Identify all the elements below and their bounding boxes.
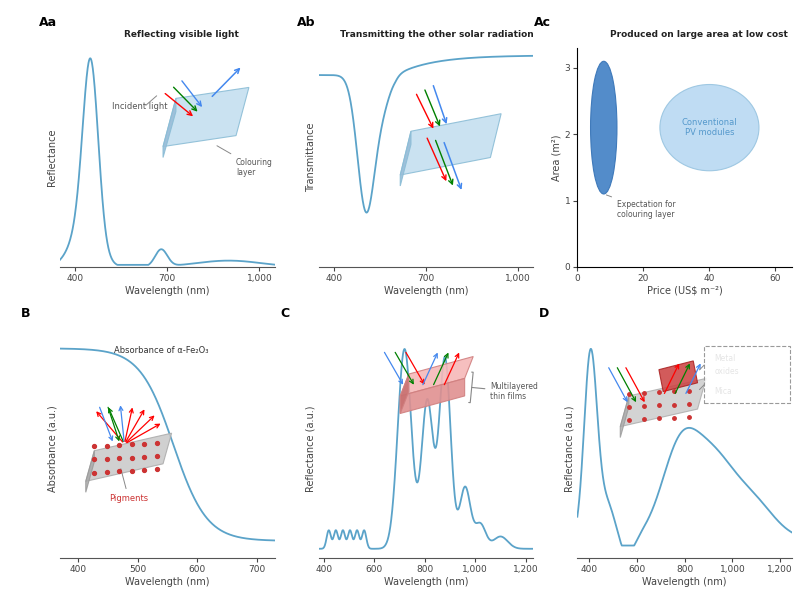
Text: Ac: Ac: [534, 16, 551, 29]
Polygon shape: [620, 379, 706, 427]
Text: Mica: Mica: [714, 387, 733, 396]
Text: oxides: oxides: [714, 367, 739, 376]
Polygon shape: [400, 131, 411, 186]
Polygon shape: [163, 98, 176, 157]
Polygon shape: [86, 433, 172, 481]
Text: C: C: [280, 307, 289, 320]
X-axis label: Price (US$ m⁻²): Price (US$ m⁻²): [646, 286, 722, 296]
Y-axis label: Reflectance: Reflectance: [47, 129, 58, 186]
Polygon shape: [620, 396, 629, 437]
Text: Incident light: Incident light: [111, 103, 167, 112]
X-axis label: Wavelength (nm): Wavelength (nm): [125, 286, 210, 296]
Polygon shape: [400, 379, 465, 413]
Y-axis label: Area (m²): Area (m²): [552, 134, 562, 181]
Text: Pigments: Pigments: [109, 469, 148, 503]
Y-axis label: Absorbance (a.u.): Absorbance (a.u.): [47, 405, 58, 492]
Text: D: D: [538, 307, 549, 320]
Text: Transmitting the other solar radiation: Transmitting the other solar radiation: [340, 30, 534, 39]
Text: Absorbance of α-Fe₂O₃: Absorbance of α-Fe₂O₃: [114, 346, 208, 355]
X-axis label: Wavelength (nm): Wavelength (nm): [125, 577, 210, 587]
Text: Colouring
layer: Colouring layer: [217, 146, 273, 177]
Polygon shape: [400, 113, 501, 175]
Polygon shape: [400, 374, 409, 413]
Polygon shape: [659, 361, 698, 392]
Polygon shape: [86, 451, 94, 492]
X-axis label: Wavelength (nm): Wavelength (nm): [384, 286, 468, 296]
Text: Metal: Metal: [714, 355, 736, 364]
X-axis label: Wavelength (nm): Wavelength (nm): [642, 577, 727, 587]
Text: Aa: Aa: [38, 16, 57, 29]
Text: Reflecting visible light: Reflecting visible light: [125, 30, 239, 39]
Y-axis label: Transmittance: Transmittance: [306, 123, 316, 192]
Text: Multilayered
thin films: Multilayered thin films: [469, 372, 538, 403]
Y-axis label: Reflectance (a.u.): Reflectance (a.u.): [306, 405, 316, 492]
Text: Conventional
PV modules: Conventional PV modules: [682, 118, 738, 137]
Polygon shape: [400, 356, 474, 396]
Ellipse shape: [660, 85, 759, 171]
Text: Ab: Ab: [298, 16, 316, 29]
Polygon shape: [163, 88, 249, 146]
Ellipse shape: [590, 61, 617, 194]
Text: B: B: [22, 307, 31, 320]
Y-axis label: Reflectance (a.u.): Reflectance (a.u.): [565, 405, 574, 492]
Text: Produced on large area at low cost: Produced on large area at low cost: [610, 30, 787, 39]
X-axis label: Wavelength (nm): Wavelength (nm): [384, 577, 468, 587]
Text: Expectation for
colouring layer: Expectation for colouring layer: [606, 195, 675, 219]
FancyBboxPatch shape: [704, 346, 790, 403]
